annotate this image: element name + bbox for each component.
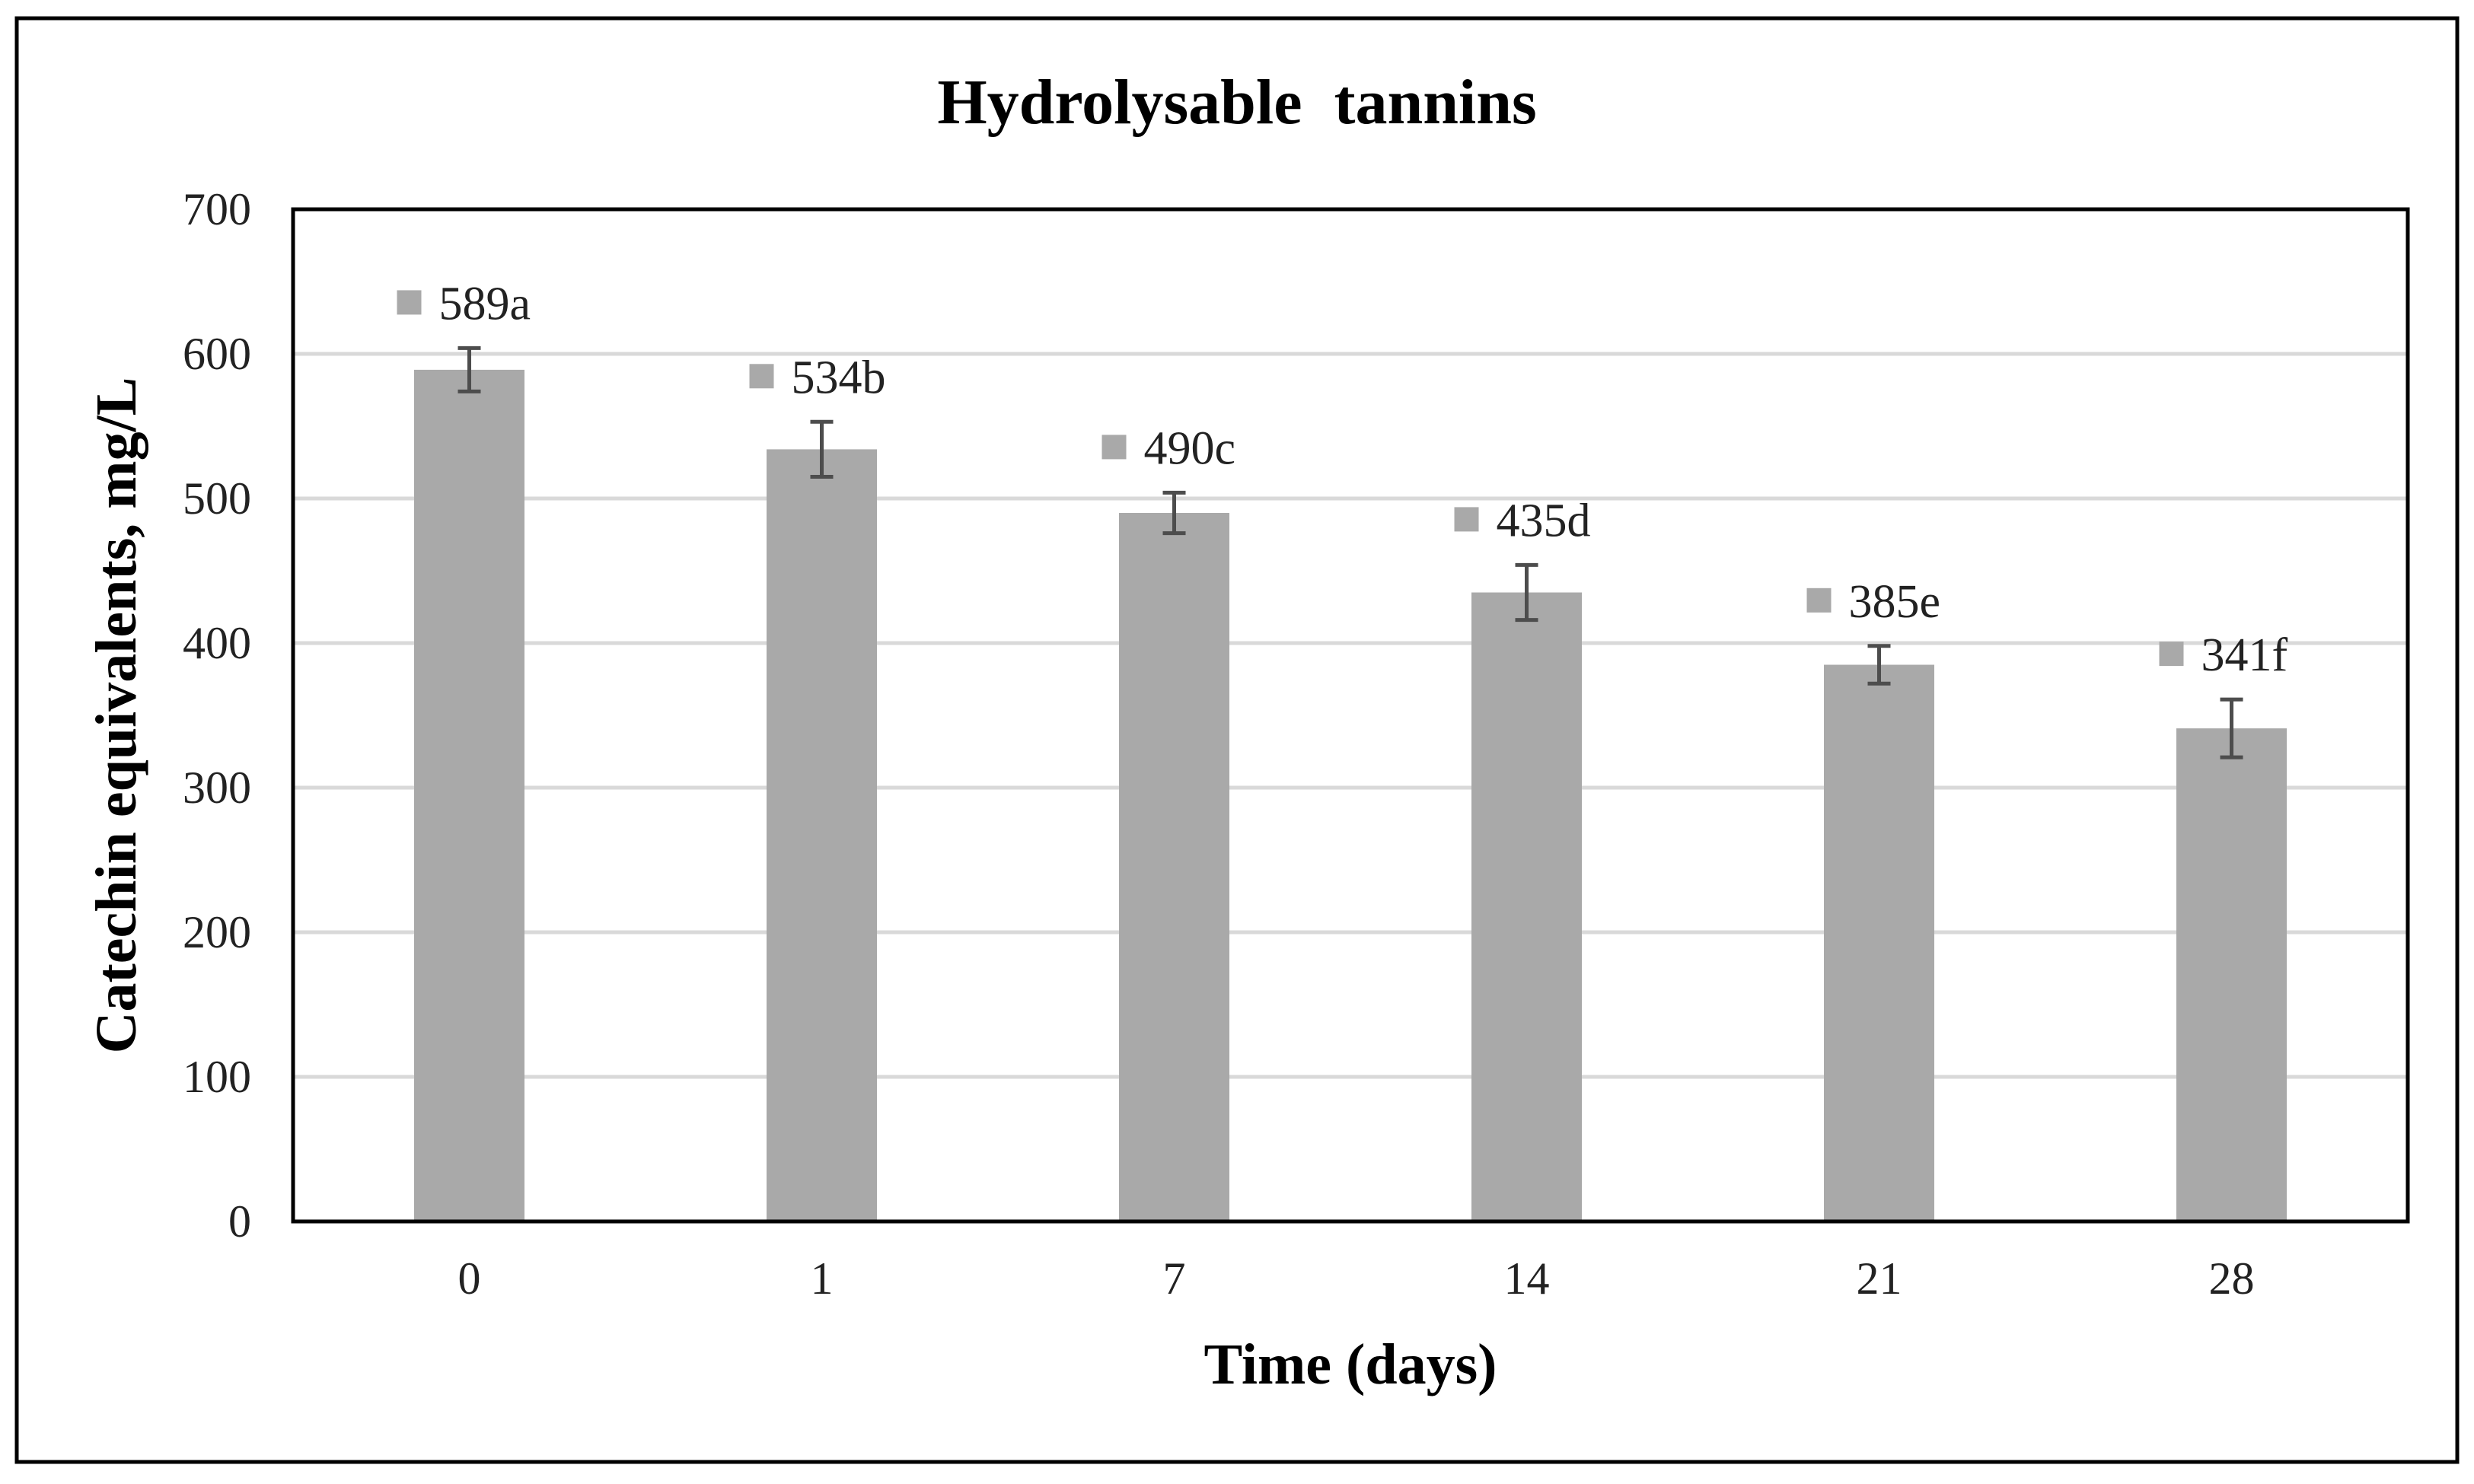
x-tick-label: 21 — [1857, 1253, 1902, 1304]
y-tick-label: 400 — [183, 618, 251, 668]
bar — [1824, 664, 1934, 1221]
x-tick-label: 28 — [2209, 1253, 2255, 1304]
x-tick-label: 14 — [1504, 1253, 1550, 1304]
error-bar — [457, 346, 481, 393]
data-label-key — [1454, 507, 1479, 532]
y-axis-ticks: 0 100 200 300 400 500 600 700 — [183, 184, 251, 1247]
y-axis-title: Catechin equivalents, mg/L — [84, 377, 148, 1054]
y-tick-label: 700 — [183, 184, 251, 234]
data-label-key — [749, 364, 774, 389]
bar — [767, 449, 877, 1221]
data-label: 435d — [1497, 495, 1591, 546]
data-labels: 589a 534b 490c 435d 385e 341f — [397, 278, 2288, 681]
x-tick-label: 0 — [458, 1253, 481, 1304]
plot-area-frame — [291, 207, 2410, 1224]
gridlines — [293, 352, 2408, 1079]
y-tick-label: 500 — [183, 473, 251, 524]
x-tick-label: 7 — [1163, 1253, 1186, 1304]
chart-title: Hydrolysable tannins — [937, 67, 1536, 138]
y-tick-label: 600 — [183, 329, 251, 379]
error-bar — [1867, 644, 1891, 686]
error-bars — [457, 346, 2243, 760]
bar — [2176, 728, 2287, 1221]
x-axis-title: Time (days) — [1204, 1333, 1497, 1396]
x-tick-label: 1 — [811, 1253, 834, 1304]
bar — [1471, 592, 1582, 1221]
data-label: 589a — [439, 278, 531, 330]
data-label: 490c — [1144, 422, 1236, 474]
data-label-key — [1102, 435, 1127, 460]
x-axis-ticks: 0 1 7 14 21 28 — [458, 1253, 2255, 1304]
bar — [1119, 513, 1229, 1221]
data-label-key — [2159, 642, 2184, 667]
bars — [414, 369, 2287, 1221]
data-label-key — [397, 290, 422, 315]
y-tick-label: 300 — [183, 763, 251, 813]
error-bar — [2220, 697, 2243, 760]
y-tick-label: 0 — [228, 1196, 251, 1247]
data-label-key — [1806, 588, 1832, 613]
y-tick-label: 200 — [183, 907, 251, 957]
data-label: 341f — [2201, 629, 2288, 681]
bar — [414, 369, 524, 1221]
error-bar — [1515, 562, 1538, 623]
error-bar — [1162, 490, 1186, 536]
error-bar — [810, 419, 834, 479]
outer-frame — [14, 16, 2460, 1464]
data-label: 534b — [792, 352, 886, 403]
data-label: 385e — [1849, 576, 1941, 628]
y-tick-label: 100 — [183, 1052, 251, 1102]
